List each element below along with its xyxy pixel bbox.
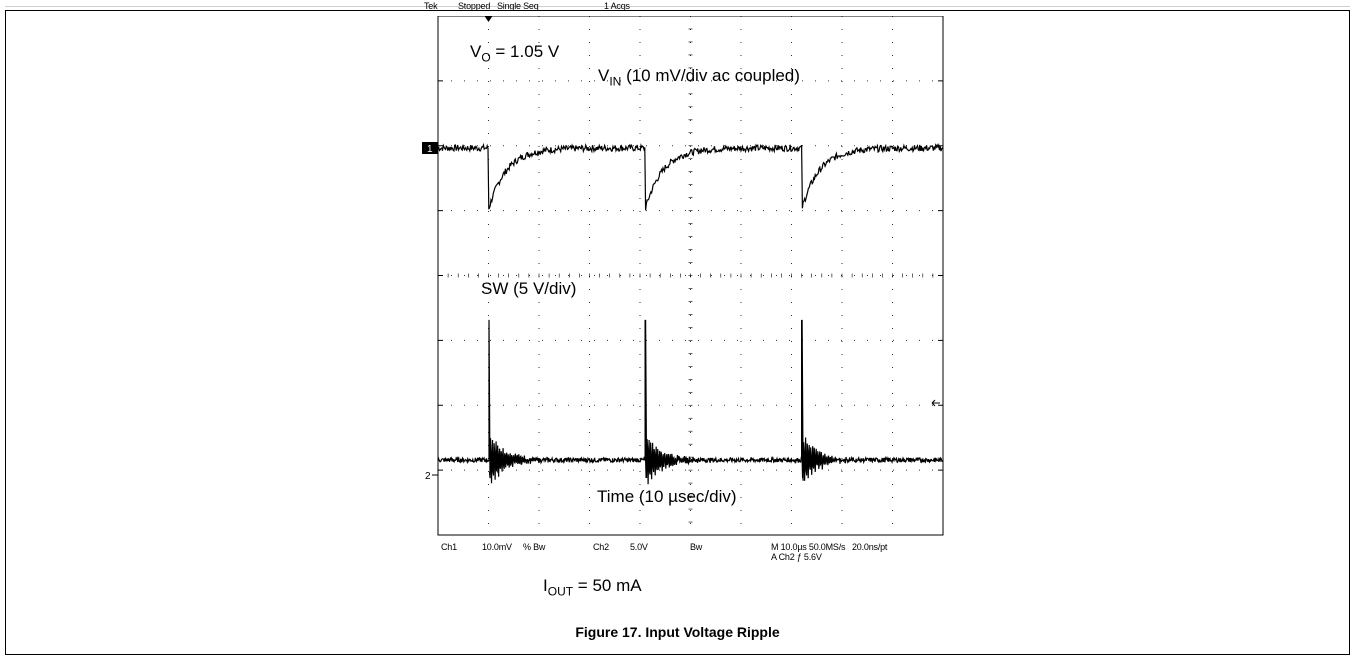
trigger-level-arrow [931, 399, 940, 407]
channel-markers: 12 [422, 16, 940, 482]
plot-grid [437, 16, 944, 536]
iout-annotation: IOUT = 50 mA [543, 576, 642, 599]
footer-ch1-scale: 10.0mV [482, 542, 512, 552]
footer-ch1-flags: % Bw [523, 542, 546, 552]
sw-trace [437, 319, 944, 485]
plot-traces [437, 142, 944, 485]
vo-annotation: VO = 1.05 V [470, 42, 560, 65]
scope-acqs: 1 Acqs [604, 1, 630, 11]
scope-status: Stopped [458, 1, 491, 11]
ch2-marker-label: 2 [425, 471, 431, 482]
footer-timebase: M 10.0µs 50.0MS/s [771, 542, 846, 552]
vin-trace [437, 142, 944, 211]
footer-trigger: A Ch2 ƒ 5.6V [771, 552, 822, 562]
footer-points: 20.0ns/pt [852, 542, 888, 552]
ch1-marker [422, 142, 438, 154]
footer-ch2-scale: 5.0V [630, 542, 648, 552]
page-header-rule [5, 0, 1350, 7]
time-annotation: Time (10 µsec/div) [597, 487, 737, 506]
oscilloscope-plot: 12 [422, 16, 944, 536]
trigger-position-marker [484, 16, 493, 22]
ch1-marker-label: 1 [427, 144, 433, 155]
scope-brand: Tek [424, 1, 438, 11]
figure-caption: Figure 17. Input Voltage Ripple [575, 624, 780, 640]
vin-annotation: VIN (10 mV/div ac coupled) [598, 66, 800, 89]
sw-annotation: SW (5 V/div) [481, 279, 577, 298]
footer-ch2-flags: Bw [690, 542, 703, 552]
footer-ch2: Ch2 [593, 542, 609, 552]
scope-mode: Single Seq [497, 1, 539, 11]
footer-ch1: Ch1 [441, 542, 457, 552]
